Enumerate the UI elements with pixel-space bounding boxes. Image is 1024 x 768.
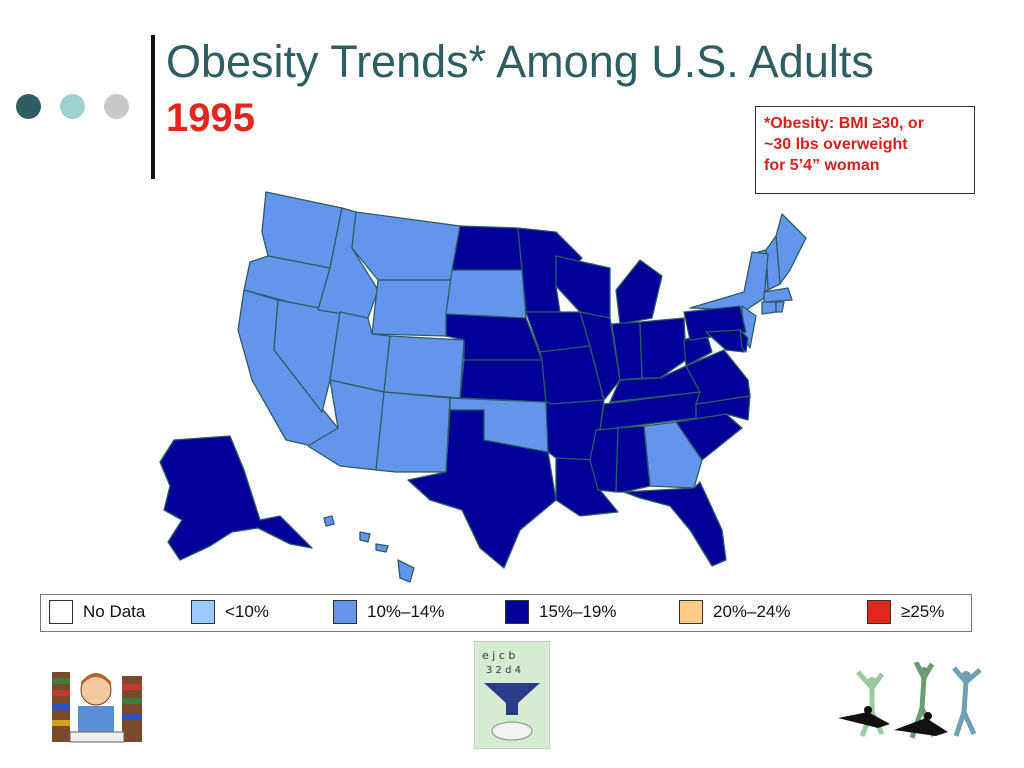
- title-divider: [151, 35, 155, 179]
- svg-text:3 2 d 4: 3 2 d 4: [486, 665, 521, 676]
- state-il: [579, 311, 621, 401]
- state-md: [705, 329, 745, 353]
- legend-item-25-plus: ≥25%: [867, 600, 944, 624]
- note-line-1: *Obesity: BMI ≥30, or: [764, 115, 924, 132]
- state-mt: [351, 211, 461, 281]
- legend-item-15-19: 15%–19%: [505, 600, 617, 624]
- state-hi: [323, 515, 415, 583]
- legend-item-no-data: No Data: [49, 600, 145, 624]
- legend-item-20-24: 20%–24%: [679, 600, 791, 624]
- state-ma: [763, 287, 793, 303]
- state-me: [775, 213, 807, 285]
- legend-swatch-15-19: [505, 600, 529, 624]
- bullet-dots: [16, 94, 129, 119]
- books-student-clipart: [52, 672, 142, 743]
- legend-label-20-24: 20%–24%: [713, 602, 791, 621]
- legend-swatch-no-data: [49, 600, 73, 624]
- state-ri: [775, 301, 785, 313]
- state-co: [383, 335, 465, 399]
- state-ms: [589, 427, 619, 493]
- legend-item-10-14: 10%–14%: [333, 600, 445, 624]
- state-de: [739, 329, 749, 353]
- legend-label-under-10: <10%: [225, 602, 269, 621]
- state-ak: [159, 435, 313, 561]
- legend-swatch-20-24: [679, 600, 703, 624]
- state-mn: [517, 227, 583, 313]
- note-line-2: ~30 lbs overweight: [764, 136, 908, 153]
- bullet-dot-1: [16, 94, 41, 119]
- legend-label-no-data: No Data: [83, 602, 146, 621]
- legend-label-25-plus: ≥25%: [901, 602, 945, 621]
- state-wy: [371, 279, 453, 337]
- state-va: [685, 349, 751, 405]
- bullet-dot-2: [60, 94, 85, 119]
- state-al: [615, 425, 651, 493]
- state-nm: [375, 391, 451, 473]
- map-legend: No Data <10% 10%–14% 15%–19% 20%–24% ≥25…: [40, 594, 972, 632]
- funnel-clipart: e j c b 3 2 d 4: [474, 641, 550, 749]
- state-sd: [445, 269, 527, 319]
- state-wi: [555, 255, 611, 319]
- state-oh: [639, 317, 687, 379]
- legend-label-10-14: 10%–14%: [367, 602, 445, 621]
- slide-title: Obesity Trends* Among U.S. Adults: [166, 36, 874, 87]
- state-mi: [615, 259, 663, 325]
- state-tx: [407, 409, 557, 569]
- legend-item-under-10: <10%: [191, 600, 269, 624]
- legend-label-15-19: 15%–19%: [539, 602, 617, 621]
- state-ks: [459, 359, 547, 403]
- note-line-3: for 5’4” woman: [764, 157, 880, 174]
- state-nd: [451, 225, 523, 271]
- bullet-dot-3: [104, 94, 129, 119]
- dancers-clipart: [838, 662, 982, 739]
- legend-swatch-25-plus: [867, 600, 891, 624]
- legend-swatch-under-10: [191, 600, 215, 624]
- slide-year: 1995: [166, 96, 255, 140]
- legend-swatch-10-14: [333, 600, 357, 624]
- svg-text:e j c b: e j c b: [482, 649, 515, 662]
- state-fl: [623, 481, 727, 567]
- state-ny: [689, 251, 769, 311]
- state-ct: [761, 301, 777, 315]
- obesity-definition-note: *Obesity: BMI ≥30, or ~30 lbs overweight…: [755, 106, 975, 194]
